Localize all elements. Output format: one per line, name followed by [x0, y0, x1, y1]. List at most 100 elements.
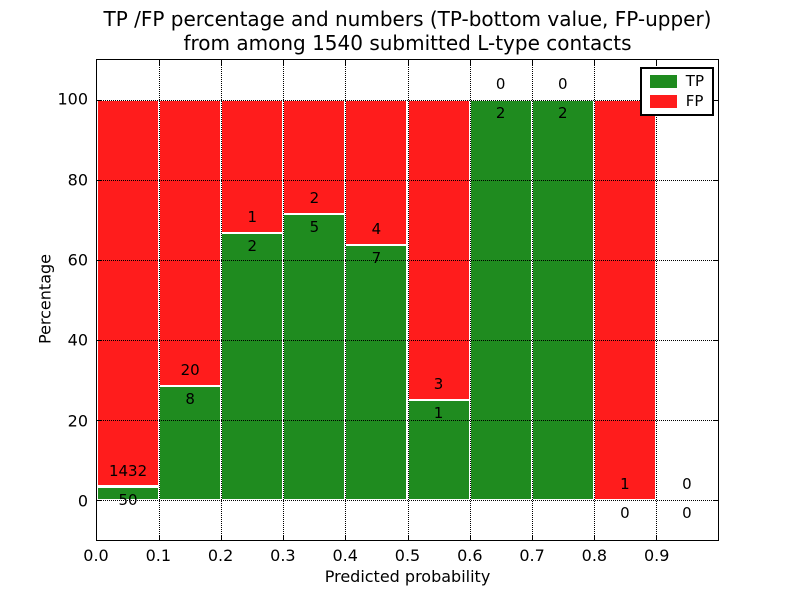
bar-segment-fp: [593, 99, 656, 500]
legend-label: FP: [685, 92, 704, 110]
bar-segment-fp: [97, 99, 160, 487]
fp-count-label: 2: [309, 189, 320, 208]
y-tick-mark: [713, 260, 718, 261]
bar-segment-tp: [469, 99, 532, 500]
y-tick-mark: [713, 340, 718, 341]
tp-count-label: 8: [185, 389, 195, 408]
chart-title-line2: from among 1540 submitted L-type contact…: [183, 31, 632, 55]
vertical-gridline: [221, 60, 223, 540]
x-tick-mark: [469, 60, 471, 65]
fp-count-label: 1: [247, 208, 258, 227]
y-tick-label: 0: [77, 491, 88, 511]
x-tick-mark: [655, 535, 657, 540]
vertical-gridline: [283, 60, 285, 540]
bar-segment-tp: [97, 486, 160, 500]
fp-count-label: 3: [433, 375, 444, 393]
bar-segment-tp: [407, 400, 470, 500]
x-tick-label: 0.9: [643, 546, 670, 565]
fp-count-label: 0: [495, 74, 506, 93]
x-tick-label: 0.2: [207, 546, 234, 565]
fp-count-label: 20: [180, 360, 200, 379]
tp-count-label: 50: [118, 490, 138, 509]
bar-segment-tp: [345, 245, 408, 500]
y-tick-label: 60: [67, 250, 88, 270]
legend-color-swatch: [649, 95, 677, 108]
legend: TP FP: [639, 67, 714, 116]
x-tick-label: 0.1: [145, 546, 172, 565]
fp-count-label: 0: [557, 74, 568, 93]
x-tick-mark: [407, 535, 409, 540]
y-tick-label: 80: [67, 170, 88, 189]
legend-label: TP: [685, 72, 704, 90]
bar-segment-tp: [159, 385, 222, 500]
x-tick-mark: [345, 535, 347, 540]
y-tick-labels: 0 20 40 60 80 100: [0, 59, 88, 541]
tp-count-label: 2: [247, 237, 258, 256]
bar-segment-tp: [221, 233, 284, 500]
y-tick-mark: [97, 340, 102, 341]
y-tick-mark: [713, 99, 718, 101]
y-tick-label: 20: [67, 411, 88, 430]
vertical-gridline: [159, 60, 161, 540]
x-tick-mark: [283, 535, 285, 540]
x-tick-mark: [159, 60, 161, 65]
plot-area: TP FP 1432 50 20 8 1 2 2 5 4 7 3 1 0 2 0 2 1 0 0 0: [96, 59, 719, 541]
chart-title: TP /FP percentage and numbers (TP-bottom…: [96, 7, 719, 55]
x-tick-label: 0.3: [270, 546, 296, 565]
legend-entry: FP: [649, 92, 704, 110]
x-tick-labels: 0.0 0.1 0.2 0.3 0.4 0.5 0.6 0.7 0.8 0.9: [83, 546, 719, 566]
x-tick-mark: [221, 60, 223, 65]
tp-count-label: 7: [371, 249, 382, 268]
x-tick-mark: [531, 535, 533, 540]
tp-count-label: 2: [557, 103, 568, 122]
x-tick-mark: [531, 60, 533, 65]
y-tick-mark: [97, 420, 102, 421]
vertical-gridline: [469, 60, 471, 540]
chart-title-line1: TP /FP percentage and numbers (TP-bottom…: [103, 7, 712, 31]
x-tick-label: 0.8: [581, 546, 608, 565]
x-tick-label: 0.7: [519, 546, 545, 565]
tp-count-label: 0: [620, 503, 630, 522]
y-tick-mark: [97, 500, 102, 501]
vertical-gridline: [531, 60, 533, 540]
y-tick-mark: [97, 260, 102, 261]
tp-count-label: 5: [309, 218, 320, 237]
tp-count-label: 1: [433, 404, 444, 422]
x-tick-mark: [159, 535, 161, 540]
x-tick-mark: [593, 535, 595, 540]
vertical-gridline: [655, 60, 657, 540]
y-tick-mark: [97, 99, 102, 101]
x-tick-mark: [655, 60, 657, 65]
y-tick-mark: [713, 500, 718, 501]
y-tick-label: 100: [57, 89, 88, 109]
x-tick-label: 0.0: [83, 546, 109, 565]
x-tick-label: 0.4: [332, 546, 358, 565]
tp-count-label: 2: [495, 103, 506, 122]
y-tick-mark: [97, 180, 102, 181]
x-tick-mark: [407, 60, 409, 65]
y-tick-label: 40: [67, 330, 88, 350]
vertical-gridline: [593, 60, 595, 540]
bar-segment-fp: [407, 99, 470, 400]
x-tick-mark: [593, 60, 595, 65]
bar-segment-fp: [345, 99, 408, 246]
vertical-gridline: [345, 60, 347, 540]
legend-entry: TP: [649, 72, 704, 90]
fp-count-label: 1432: [108, 461, 148, 480]
x-tick-label: 0.6: [457, 546, 483, 565]
y-tick-mark: [713, 180, 718, 181]
x-tick-mark: [469, 535, 471, 540]
fp-count-label: 0: [682, 474, 692, 493]
x-tick-mark: [345, 60, 347, 65]
fp-count-label: 4: [371, 220, 382, 239]
bar-segment-tp: [283, 214, 346, 500]
x-tick-label: 0.5: [394, 546, 421, 565]
x-tick-mark: [283, 60, 285, 65]
y-tick-mark: [713, 420, 718, 421]
vertical-gridline: [407, 60, 409, 540]
bar-segment-tp: [531, 99, 594, 500]
fp-count-label: 1: [620, 474, 630, 493]
x-axis-label: Predicted probability: [324, 567, 491, 586]
x-tick-mark: [221, 535, 223, 540]
